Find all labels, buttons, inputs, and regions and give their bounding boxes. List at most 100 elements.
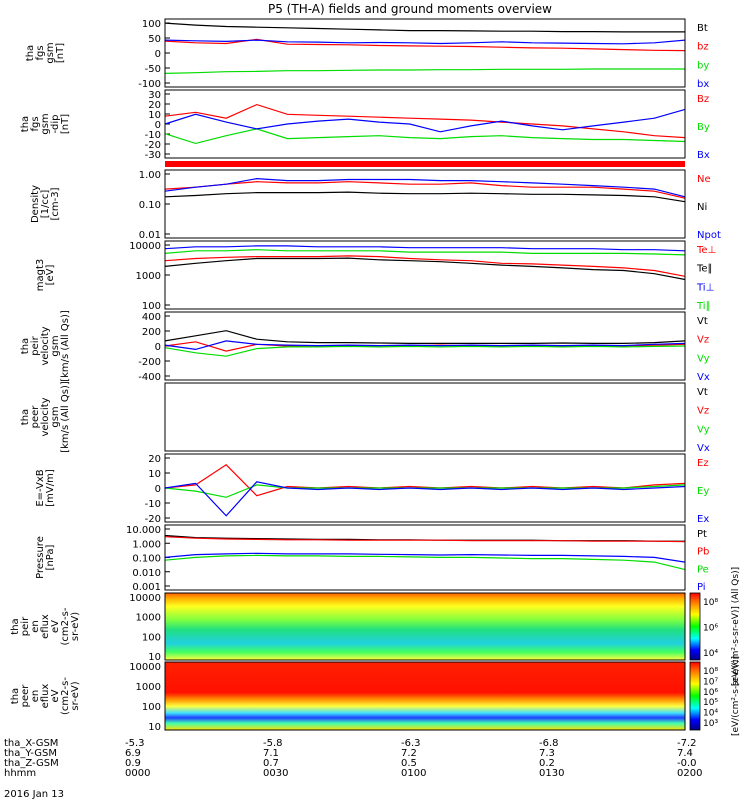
panel-ylabel: sr-eV) — [70, 681, 81, 710]
panel-ytick-label: 20 — [148, 454, 161, 465]
panel-ytick-label: 400 — [142, 312, 161, 323]
panel-ytick-label: 0 — [155, 484, 161, 495]
panel-ylabel: peer — [30, 405, 41, 429]
panel-ylabel: [cm-3] — [50, 187, 61, 220]
panel-frame — [164, 18, 686, 88]
colorbar-tick-label: 10⁸ — [703, 598, 718, 608]
colorbar-label: [eV/(cm²-s-sr-eV)] — [731, 656, 741, 736]
ephemeris-value: 7.3 — [539, 748, 555, 759]
ephemeris-value: 0030 — [263, 768, 288, 779]
panel-ylabel: [nT] — [60, 114, 71, 134]
legend-label-Vy: Vy — [697, 353, 710, 364]
legend-label-Pi: Pi — [697, 582, 706, 593]
panel-ylabel: tha — [20, 409, 31, 425]
legend-label-Vy: Vy — [697, 424, 710, 435]
panel-ylabel: Density — [30, 185, 41, 223]
panel-ylabel: Pressure — [35, 536, 46, 579]
ephemeris-value: -5.8 — [263, 738, 283, 749]
series-line-Npot — [164, 177, 686, 198]
spectrogram-image — [165, 662, 685, 730]
panel-ylabel: [km/s (All Qs)] — [60, 310, 71, 382]
colorbar — [689, 661, 701, 731]
panel-ylabel: [nPa] — [45, 544, 56, 570]
series-line-By — [164, 128, 686, 145]
panel-ylabel: peir — [30, 335, 41, 355]
ephemeris-value: 6.9 — [125, 748, 141, 759]
panel-ytick-label: 0 — [155, 342, 161, 353]
series-line-Vx — [164, 340, 686, 351]
series-line-Vt — [164, 330, 686, 344]
panel-ytick-label: 10000 — [129, 241, 161, 252]
panel-p3: Density [1/cc] [cm-3] 1.00 0.10 0.01 Ne Ni Npot — [30, 169, 721, 241]
ephemeris-value: -0.0 — [677, 758, 697, 769]
panel-ylabel: [mV/m] — [45, 469, 56, 507]
series-line-Te∥ — [164, 257, 686, 281]
legend-label-Ex: Ex — [697, 514, 709, 525]
series-line-Ne — [164, 181, 686, 199]
colorbar — [689, 592, 701, 661]
panel-ylabel: velocity — [40, 326, 51, 365]
panel-ytick-label: 1000 — [136, 271, 161, 282]
panel-p6: tha peer velocity gsm [km/s (All Qs)] Vt Vz Vy V… — [20, 381, 710, 454]
panel-ylabel: (cm2-s- — [60, 607, 71, 645]
panel-ytick-label: -10 — [145, 499, 161, 510]
panel-ytick-label: 50 — [148, 34, 161, 45]
ephemeris-value: 7.2 — [401, 748, 417, 759]
panel-ytick-label: -30 — [145, 150, 161, 161]
panel-ylabel: E=-VxB — [35, 469, 46, 506]
ephemeris-value: 7.4 — [677, 748, 693, 759]
panel-ylabel: gsm — [45, 42, 56, 63]
panel-ylabel: (cm2-s- — [60, 677, 71, 715]
series-line-Te⊥ — [164, 255, 686, 277]
panel-ytick-label: 0 — [155, 120, 161, 131]
panel-ylabel: sr-eV) — [70, 612, 81, 641]
ephemeris-row-label: tha_Y-GSM — [4, 748, 57, 759]
ephemeris-value: 0000 — [125, 768, 150, 779]
panel-ylabel: eV — [50, 689, 61, 702]
panel-ylabel: fgs — [35, 45, 46, 60]
panel-ytick-label: 1.00 — [139, 170, 161, 181]
colorbar-tick-label: 10⁷ — [703, 677, 718, 687]
panel-ylabel: eV — [50, 620, 61, 633]
colorbar-tick-label: 10⁵ — [703, 698, 718, 708]
panel-ylabel: velocity — [40, 397, 51, 436]
panel-ytick-label: 10000 — [129, 593, 161, 604]
panel-ylabel: en — [30, 620, 41, 633]
panel-ylabel: fgs — [30, 116, 41, 131]
panel-ytick-label: -10 — [145, 130, 161, 141]
panel-frame — [164, 89, 686, 159]
panel-ytick-label: -20 — [145, 514, 161, 525]
series-line-Ez — [164, 464, 686, 497]
legend-label-Vz: Vz — [697, 335, 709, 346]
legend-label-Vz: Vz — [697, 406, 709, 417]
legend-label-Pt: Pt — [697, 529, 707, 540]
series-line-Pi — [164, 552, 686, 563]
panel-ylabel: tha — [20, 338, 31, 354]
panel-ytick-label: 1000 — [136, 682, 161, 693]
ephemeris-value: -6.8 — [539, 738, 559, 749]
panel-ytick-label: 10 — [148, 722, 161, 733]
panel-p1: tha fgs gsm [nT] 100 50 0 -50 -100 Bt bz by bx — [25, 18, 709, 90]
colorbar-tick-label: 10³ — [703, 719, 718, 729]
panel-ytick-label: -50 — [145, 64, 161, 75]
ephemeris-value: 0.7 — [263, 758, 279, 769]
panel-frame — [164, 169, 686, 239]
legend-label-Ti∥: Ti∥ — [696, 301, 711, 312]
ephemeris-value: 0200 — [677, 768, 702, 779]
ephemeris-value: -6.3 — [401, 738, 421, 749]
panel-ytick-label: -400 — [138, 372, 161, 383]
series-line-Vy — [164, 345, 686, 357]
panel-frame — [164, 524, 686, 591]
panel-ytick-label: -200 — [138, 357, 161, 368]
panel-ylabel: eflux — [40, 614, 51, 639]
colorbar-tick-label: 10⁶ — [703, 624, 718, 634]
colorbar-tick-label: 10⁸ — [703, 667, 718, 677]
panel-p10: tha peer en eflux eV (cm2-s-sr-eV) 10000 1000 10… — [10, 656, 741, 736]
panel-ylabel: [1/cc] — [40, 190, 51, 219]
legend-label-bz: bz — [697, 42, 709, 53]
panel-ylabel: tha — [10, 688, 21, 704]
series-line-Bz — [164, 103, 686, 139]
spectrogram-image — [165, 593, 685, 660]
